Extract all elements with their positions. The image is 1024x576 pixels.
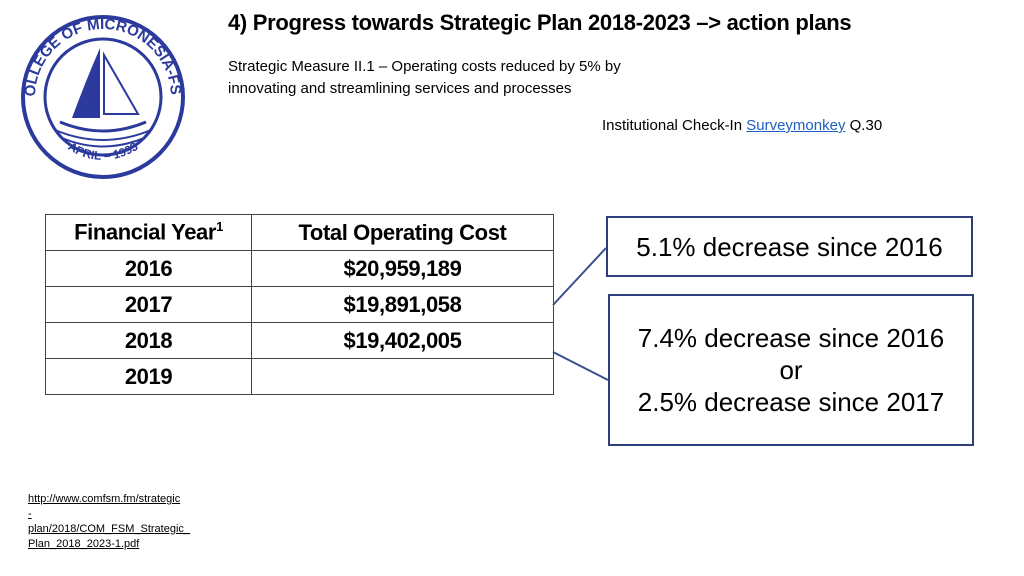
cell-text: 2017 — [124, 291, 173, 317]
table-cell: 2017 — [45, 286, 252, 323]
subtitle: Strategic Measure II.1 – Operating costs… — [228, 56, 621, 100]
connector — [552, 351, 609, 381]
subtitle-line: Strategic Measure II.1 – Operating costs… — [228, 58, 621, 75]
url-line: http://www.comfsm.fm/strategic — [28, 493, 181, 505]
callout-line: 2.5% decrease since 2017 — [637, 387, 945, 417]
table-cell: $19,402,005 — [251, 322, 554, 359]
source-link[interactable]: Surveymonkey — [746, 117, 846, 134]
callout: 5.1% decrease since 2016 — [606, 216, 973, 277]
table-cell: $20,959,189 — [251, 250, 554, 287]
header-row: Financial Year1 Total Operating Cost — [45, 214, 554, 251]
url-line: - — [28, 508, 32, 520]
callout: 7.4% decrease since 2016 or 2.5% decrease … — [608, 294, 974, 446]
table-cell: $19,891,058 — [251, 286, 554, 323]
callout-line: 7.4% decrease since 2016 — [637, 323, 945, 353]
cell-text: $20,959,189 — [343, 255, 462, 281]
header-text: Total Operating Cost — [298, 219, 507, 245]
source-prefix: Institutional Check-In — [602, 117, 743, 134]
subtitle-line: innovating and streamlining services and… — [228, 80, 572, 97]
connector — [552, 247, 607, 306]
callout-line: or — [779, 355, 803, 385]
cell-text: 2019 — [124, 363, 173, 389]
cell-text: 2016 — [124, 255, 173, 281]
header-text: Financial Year — [74, 219, 217, 245]
source: Institutional Check-In Surveymonkey Q.30 — [602, 117, 882, 134]
cell-text: $19,891,058 — [343, 291, 462, 317]
title: 4) Progress towards Strategic Plan 2018-… — [228, 10, 852, 35]
source-suffix: Q.30 — [849, 117, 883, 134]
header-cell: Total Operating Cost — [251, 214, 554, 251]
callout-line: 5.1% decrease since 2016 — [636, 231, 943, 262]
logo: COLLEGE OF MICRONESIA-FSM APRIL – 1993 — [0, 0, 185, 179]
table-cell: 2016 — [45, 250, 252, 287]
url-line: Plan_2018_2023-1.pdf — [28, 538, 140, 550]
table-row: 2017 $19,891,058 — [45, 286, 554, 323]
table-cell: 2018 — [45, 322, 252, 359]
table-row: 2019 — [45, 358, 554, 395]
table-cell — [251, 358, 554, 395]
table-cell: 2019 — [45, 358, 252, 395]
header-cell: Financial Year1 — [45, 214, 252, 251]
cell-text: $19,402,005 — [343, 327, 462, 353]
url-line: plan/2018/COM_FSM_Strategic_ — [28, 523, 191, 535]
table-row: 2016 $20,959,189 — [45, 250, 554, 287]
footnote-mark: 1 — [216, 219, 223, 235]
footer-url: http://www.comfsm.fm/strategic - plan/2018… — [28, 492, 190, 552]
cell-text: 2018 — [124, 327, 173, 353]
cost-table: Financial Year1 Total Operating Cost 2016 $… — [45, 214, 554, 395]
table-row: 2018 $19,402,005 — [45, 322, 554, 359]
